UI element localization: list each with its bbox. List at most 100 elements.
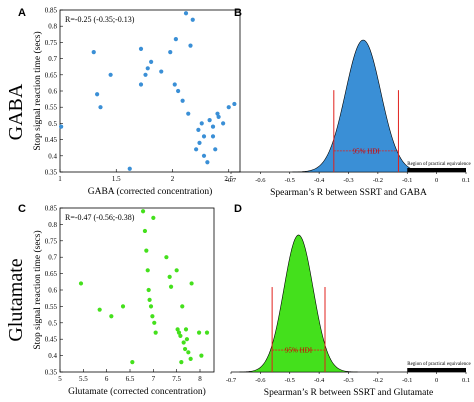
data-point <box>147 297 152 302</box>
x-tick-label: 8 <box>198 375 202 383</box>
data-point <box>190 17 195 22</box>
y-tick-label: 0.6 <box>48 88 57 96</box>
x-axis-label: Spearman’s R between SSRT and GABA <box>270 188 427 198</box>
panel-a-scatter: 1 1.5 2 2.5 0.35 0.4 0.45 0.5 0.55 0.6 0.65 0.7 0.75… <box>32 7 241 197</box>
panel-d-posterior: 95% HDI Region of practical equivalence -0… <box>226 234 471 398</box>
y-tick-label: 0.6 <box>48 287 57 295</box>
data-point <box>178 333 183 339</box>
panel-letter-b: B <box>234 7 242 19</box>
x-tick-label: -0.5 <box>285 177 295 184</box>
y-tick-label: 0.45 <box>45 336 58 344</box>
y-tick-label: 0.4 <box>48 152 57 160</box>
rope-bar <box>407 368 466 372</box>
x-tick-label: -0.2 <box>373 177 383 184</box>
rope-bar <box>407 168 466 172</box>
data-point <box>138 46 144 51</box>
x-tick-label: -0.6 <box>255 177 266 184</box>
y-tick-label: 0.7 <box>48 254 57 262</box>
data-point <box>232 101 237 107</box>
data-point <box>201 134 207 139</box>
x-tick-label: -0.3 <box>343 177 353 184</box>
y-axis-label: Stop signal reaction time (secs) <box>32 230 43 349</box>
correlation-annotation: R=-0.25 (-0.35;-0.13) <box>65 15 135 24</box>
data-point <box>95 92 100 97</box>
data-point <box>150 314 155 319</box>
x-tick-label: 0 <box>435 377 438 384</box>
data-point <box>108 72 113 77</box>
y-tick-label: 0.8 <box>48 221 57 229</box>
data-point <box>186 111 191 116</box>
y-tick-label: 0.75 <box>45 39 58 47</box>
data-point <box>148 304 154 309</box>
y-tick-label: 0.5 <box>48 319 57 327</box>
data-point <box>196 330 202 335</box>
data-point <box>138 82 144 87</box>
panel-letter-c: C <box>18 203 26 215</box>
y-tick-label: 0.85 <box>45 7 58 15</box>
hdi-label: 95% HDI <box>285 347 313 355</box>
y-tick-label: 0.35 <box>45 169 58 177</box>
panel-letter-a: A <box>18 7 26 19</box>
rope-label: Region of practical equivalence <box>407 362 471 367</box>
data-point <box>186 350 191 355</box>
x-tick-label: 7 <box>152 375 156 383</box>
y-tick-label: 0.55 <box>45 303 58 311</box>
row-label-gaba: GABA <box>5 83 27 140</box>
data-point <box>164 255 169 260</box>
rope-label: Region of practical equivalence <box>407 162 471 167</box>
x-tick-label: 5.5 <box>79 375 88 383</box>
data-point <box>146 287 151 293</box>
data-point <box>98 105 103 110</box>
data-point <box>120 304 126 309</box>
data-point <box>168 284 174 289</box>
data-point <box>213 147 218 152</box>
data-point <box>176 88 181 94</box>
x-tick-label: -0.1 <box>402 177 412 184</box>
data-point <box>210 124 216 129</box>
panel-letter-d: D <box>234 203 242 215</box>
x-tick-label: 6.5 <box>126 375 135 383</box>
data-point <box>183 11 189 16</box>
y-tick-label: 0.45 <box>45 136 58 144</box>
correlation-annotation: R=-0.47 (-0.56;-0.38) <box>65 213 135 222</box>
x-tick-label: 0 <box>435 177 438 184</box>
data-point <box>179 360 184 365</box>
data-point <box>59 124 64 129</box>
data-point <box>144 248 149 253</box>
data-point <box>152 320 157 325</box>
data-point <box>207 118 212 123</box>
posterior-density <box>239 234 358 373</box>
data-point <box>221 121 226 126</box>
panel-b-posterior: 95% HDI Region of practical equivalence -0… <box>226 39 471 198</box>
data-point <box>197 140 202 145</box>
x-tick-label: 1.5 <box>112 175 121 183</box>
data-point <box>143 72 148 77</box>
data-point <box>196 127 201 132</box>
x-tick-label: -0.4 <box>314 377 325 384</box>
data-point <box>159 69 164 74</box>
x-axis-label: Glutamate (corrected concentration) <box>68 386 206 397</box>
data-point <box>181 340 186 345</box>
plot-frame <box>59 9 241 173</box>
data-point <box>78 281 84 286</box>
plot-frame <box>59 207 215 373</box>
x-tick-label: -0.3 <box>343 377 353 384</box>
x-tick-label: 2.5 <box>224 175 233 183</box>
data-point <box>210 134 216 139</box>
x-axis-label: Spearman’s R between SSRT and Glutamate <box>264 388 433 398</box>
data-point <box>153 330 158 335</box>
data-point <box>175 327 180 332</box>
data-point <box>142 228 148 234</box>
x-tick-label: 7.5 <box>172 375 181 383</box>
data-point <box>168 50 173 55</box>
data-point <box>145 268 150 273</box>
data-point <box>216 114 221 120</box>
x-tick-label: -0.4 <box>314 177 325 184</box>
data-point <box>140 209 146 214</box>
x-tick-label: 0.1 <box>462 177 470 184</box>
data-point <box>91 50 96 55</box>
data-point <box>176 330 182 335</box>
data-point <box>174 268 179 273</box>
x-tick-label: 2 <box>171 175 175 183</box>
